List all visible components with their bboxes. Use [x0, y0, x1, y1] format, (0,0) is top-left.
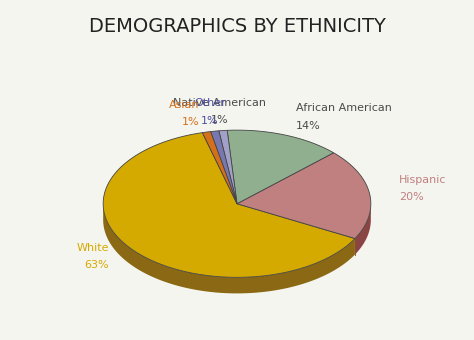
Polygon shape [202, 132, 237, 204]
Text: Hispanic: Hispanic [399, 175, 446, 185]
Polygon shape [103, 133, 355, 277]
Text: 1%: 1% [211, 115, 229, 125]
Polygon shape [210, 131, 237, 204]
Text: Native American: Native American [173, 98, 266, 108]
Text: 1%: 1% [182, 117, 200, 127]
Text: 63%: 63% [84, 260, 109, 270]
Text: Other: Other [194, 99, 226, 108]
Text: 20%: 20% [399, 192, 423, 202]
Polygon shape [103, 204, 355, 293]
Polygon shape [237, 153, 371, 239]
Polygon shape [227, 130, 334, 204]
Polygon shape [219, 130, 237, 204]
Text: 14%: 14% [295, 121, 320, 131]
Polygon shape [355, 204, 371, 255]
Text: 1%: 1% [201, 116, 219, 126]
Text: White: White [76, 243, 109, 253]
Text: African American: African American [295, 103, 392, 113]
Text: DEMOGRAPHICS BY ETHNICITY: DEMOGRAPHICS BY ETHNICITY [89, 17, 385, 36]
Text: Asian: Asian [169, 100, 200, 109]
